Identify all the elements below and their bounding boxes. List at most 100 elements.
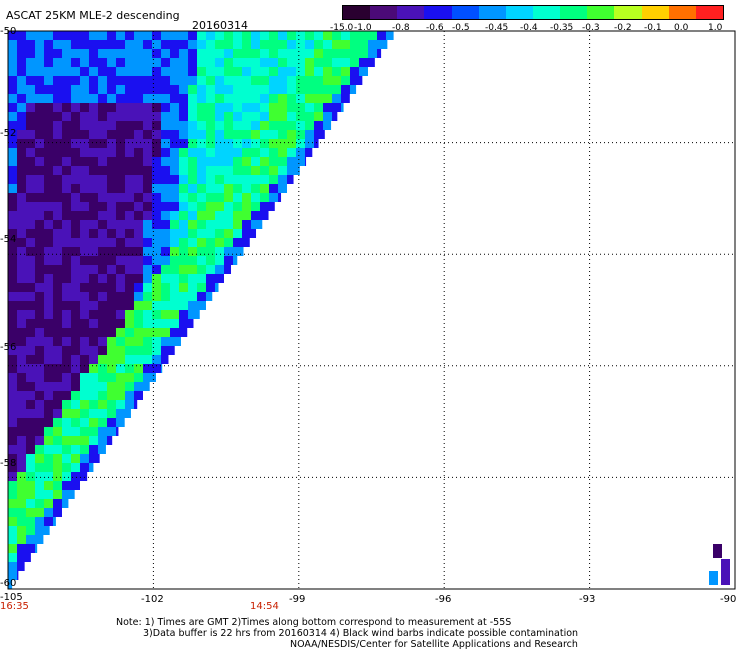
swath-cell	[98, 391, 107, 400]
swath-cell	[242, 112, 251, 121]
swath-cell	[350, 31, 359, 40]
swath-cell	[152, 175, 161, 184]
swath-cell	[152, 319, 161, 328]
swath-cell	[152, 184, 161, 193]
swath-cell	[26, 544, 35, 553]
swath-cell	[278, 175, 287, 184]
swath-cell	[26, 94, 35, 103]
swath-cell	[278, 148, 287, 157]
swath-cell	[116, 49, 125, 58]
swath-cell	[323, 76, 332, 85]
lat-label: -54	[0, 234, 17, 245]
swath-cell	[251, 31, 260, 40]
swath-cell	[8, 499, 17, 508]
swath-cell	[44, 436, 53, 445]
swath-cell	[35, 175, 44, 184]
swath-cell	[80, 121, 89, 130]
swath-cell	[62, 229, 71, 238]
swath-cell	[224, 112, 233, 121]
swath-cell	[206, 292, 213, 301]
swath-cell	[8, 571, 17, 580]
swath-cell	[296, 49, 305, 58]
swath-cell	[224, 265, 232, 274]
swath-cell	[125, 382, 134, 391]
swath-cell	[44, 148, 53, 157]
swath-cell	[206, 130, 215, 139]
swath-cell	[134, 148, 143, 157]
swath-cell	[8, 202, 17, 211]
swath-cell	[62, 247, 71, 256]
swath-cell	[188, 220, 197, 229]
swath-cell	[17, 238, 26, 247]
swath-cell	[26, 436, 35, 445]
swath-cell	[134, 40, 143, 49]
swath-cell	[53, 175, 62, 184]
colorbar-labels: -15.0 -1.0 -0.8 -0.6 -0.5 -0.45 -0.4 -0.35 -0.3 -…	[330, 23, 740, 35]
swath-cell	[314, 67, 323, 76]
swath-cell	[98, 85, 107, 94]
swath-cell	[35, 130, 44, 139]
swath-cell	[98, 148, 107, 157]
swath-cell	[53, 328, 62, 337]
swath-cell	[233, 238, 242, 247]
swath-cell	[233, 184, 242, 193]
swath-cell	[116, 364, 125, 373]
swath-cell	[35, 472, 44, 481]
swath-cell	[332, 103, 341, 112]
swath-cell	[224, 103, 233, 112]
swath-cell	[251, 67, 260, 76]
swath-cell	[89, 454, 98, 463]
swath-cell	[179, 274, 188, 283]
swath-cell	[44, 346, 53, 355]
swath-cell	[269, 184, 278, 193]
swath-cell	[134, 364, 143, 373]
swath-cell	[53, 490, 62, 499]
swath-cell	[296, 67, 305, 76]
swath-cell	[71, 355, 80, 364]
swath-cell	[188, 166, 197, 175]
swath-cell	[116, 346, 125, 355]
swath-cell	[350, 58, 359, 67]
swath-cell	[152, 373, 156, 382]
swath-cell	[197, 139, 206, 148]
swath-cell	[8, 67, 17, 76]
swath-cell	[80, 355, 89, 364]
swath-cell	[80, 85, 89, 94]
swath-cell	[53, 193, 62, 202]
swath-cell	[44, 229, 53, 238]
swath-cell	[26, 121, 35, 130]
swath-cell	[161, 49, 170, 58]
swath-cell	[233, 94, 242, 103]
swath-cell	[17, 229, 26, 238]
swath-cell	[161, 292, 170, 301]
swath-cell	[17, 85, 26, 94]
swath-cell	[8, 418, 17, 427]
swath-cell	[80, 148, 89, 157]
swath-cell	[89, 40, 98, 49]
swath-cell	[26, 490, 35, 499]
swath-cell	[80, 49, 89, 58]
swath-cell	[134, 85, 143, 94]
swath-cell	[215, 121, 224, 130]
swath-cell	[125, 31, 134, 40]
swath-cell	[314, 31, 323, 40]
swath-cell	[206, 103, 215, 112]
swath-cell	[8, 436, 17, 445]
swath-cell	[170, 319, 179, 328]
swath-cell	[98, 382, 107, 391]
swath-cell	[125, 364, 134, 373]
swath-cell	[170, 220, 179, 229]
swath-cell	[125, 157, 134, 166]
swath-cell	[71, 463, 80, 472]
swath-cell	[53, 58, 62, 67]
swath-cell	[143, 121, 152, 130]
swath-cell	[134, 382, 143, 391]
time-label-mid: 14:54	[250, 601, 279, 612]
swath-cell	[260, 139, 269, 148]
swath-cell	[35, 103, 44, 112]
swath-cell	[125, 67, 134, 76]
swath-cell	[44, 31, 53, 40]
swath-cell	[71, 103, 80, 112]
swath-cell	[71, 337, 80, 346]
swath-cell	[233, 103, 242, 112]
